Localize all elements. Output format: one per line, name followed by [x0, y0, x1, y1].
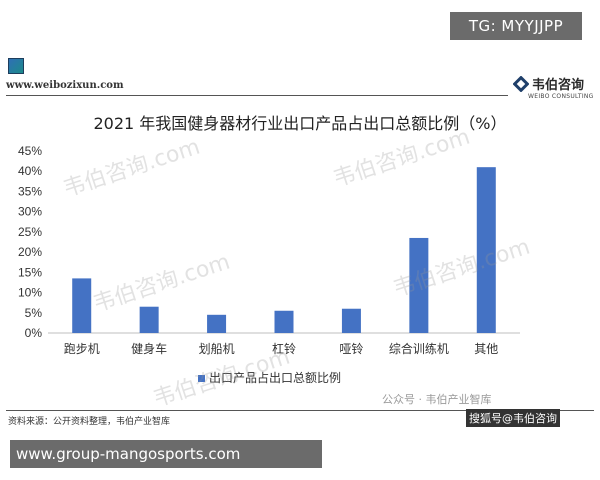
y-tick-label: 20% — [18, 245, 42, 259]
x-tick-label: 综合训练机 — [389, 341, 449, 356]
bar — [476, 167, 496, 333]
y-tick-label: 35% — [18, 184, 42, 198]
sohu-caption: 搜狐号@韦伯咨询 — [466, 409, 560, 427]
legend-label: 出口产品占出口总额比例 — [209, 370, 341, 385]
bar — [72, 278, 92, 333]
bar-chart: 0% 5% 10% 15% 20% 25% 30% 35% 40% 45% 跑步机 健身车 划船机 杠铃… — [18, 144, 520, 385]
brand-logo-icon — [513, 76, 529, 92]
chart-title: 2021 年我国健身器材行业出口产品占出口总额比例（%） — [93, 114, 507, 133]
y-tick-label: 5% — [25, 306, 43, 320]
x-tick-label: 跑步机 — [64, 342, 100, 356]
legend-swatch — [198, 375, 205, 382]
x-tick-label: 划船机 — [199, 342, 235, 356]
brand-name: 韦伯咨询 — [532, 78, 585, 93]
url-banner: www.group-mangosports.com — [10, 440, 322, 468]
footer-divider — [6, 410, 594, 411]
bar — [274, 310, 294, 333]
y-tick-label: 10% — [18, 286, 42, 300]
data-source: 资料来源：公开资料整理，韦伯产业智库 — [8, 417, 171, 427]
header-divider — [6, 95, 508, 96]
brand-subtitle: WEIBO CONSULTING — [528, 93, 594, 100]
wechat-account: 公众号 · 韦伯产业智库 — [382, 393, 492, 406]
bar — [409, 237, 429, 333]
tg-banner: TG: MYYJJPP — [450, 12, 582, 40]
logo-square-icon — [8, 58, 24, 74]
x-tick-label: 其他 — [474, 342, 498, 356]
x-tick-label: 哑铃 — [339, 341, 363, 356]
y-tick-label: 30% — [18, 205, 42, 219]
y-tick-label: 15% — [18, 265, 42, 279]
y-tick-label: 25% — [18, 225, 42, 239]
x-tick-label: 杠铃 — [272, 341, 296, 356]
site-url: www.weibozixun.com — [6, 80, 124, 91]
bar — [341, 308, 361, 333]
y-tick-label: 0% — [25, 326, 43, 340]
x-tick-label: 健身车 — [131, 341, 167, 356]
y-tick-label: 45% — [18, 144, 42, 158]
y-tick-label: 40% — [18, 164, 42, 178]
bar — [139, 306, 159, 333]
bar — [207, 314, 227, 333]
